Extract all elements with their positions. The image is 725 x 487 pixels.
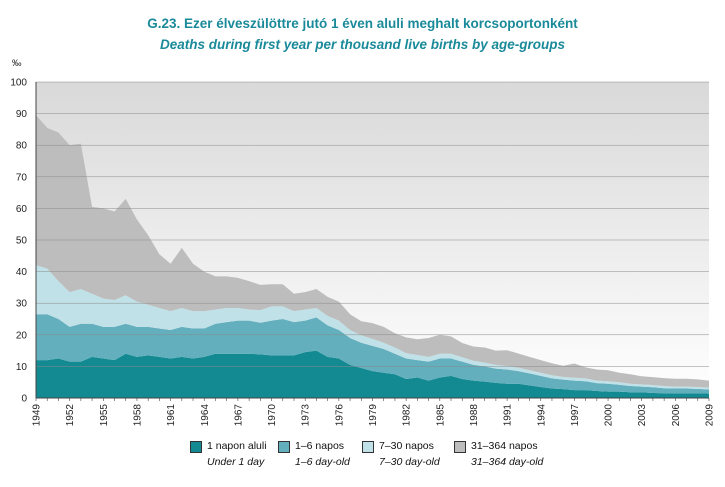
x-tick-label: 1961 — [166, 404, 177, 427]
y-tick-label: 0 — [21, 394, 27, 405]
x-tick-label: 1955 — [99, 404, 110, 427]
legend-swatch — [362, 441, 374, 453]
legend-label: 7–30 napos — [379, 440, 434, 452]
x-tick-label: 1982 — [402, 404, 413, 427]
x-tick-label: 1985 — [435, 404, 446, 427]
chart-subtitle: Deaths during first year per thousand li… — [159, 37, 566, 52]
legend-label: 1 napon aluli — [207, 440, 267, 452]
y-tick-label: 60 — [16, 204, 28, 215]
legend-swatch — [454, 441, 466, 453]
area-series-3 — [36, 115, 709, 388]
x-tick-label: 2003 — [637, 404, 648, 427]
y-tick-label: 40 — [16, 267, 28, 278]
x-tick-label: 1970 — [267, 404, 278, 427]
x-tick-label: 1979 — [368, 404, 379, 427]
x-tick-label: 1949 — [32, 404, 43, 427]
x-tick-label: 1997 — [570, 404, 581, 427]
area-series-0 — [36, 350, 709, 398]
legend-label-en: Under 1 day — [207, 456, 265, 468]
y-tick-label: 70 — [16, 172, 28, 183]
legend-label-en: 31–364 day-old — [471, 456, 544, 468]
y-tick-label: 100 — [10, 78, 27, 89]
x-tick-label: 1991 — [503, 404, 514, 427]
legend-label-en: 1–6 day-old — [295, 456, 350, 468]
chart-title: G.23. Ezer élveszülöttre jutó 1 éven alu… — [147, 16, 578, 31]
y-tick-label: 50 — [16, 236, 28, 247]
x-tick-label: 1988 — [469, 404, 480, 427]
x-tick-label: 2006 — [671, 404, 682, 427]
y-tick-label: 90 — [16, 109, 28, 120]
y-tick-label: 10 — [16, 362, 28, 373]
y-tick-label: 20 — [16, 330, 28, 341]
x-tick-label: 1952 — [65, 404, 76, 427]
x-tick-label: 1976 — [334, 404, 345, 427]
legend-label: 1–6 napos — [295, 440, 345, 452]
y-tick-label: 30 — [16, 299, 28, 310]
x-tick-label: 2009 — [705, 404, 716, 427]
x-tick-label: 1994 — [536, 404, 547, 427]
x-tick-label: 1967 — [233, 404, 244, 427]
legend-label-en: 7–30 day-old — [379, 456, 440, 468]
y-tick-label: 80 — [16, 141, 28, 152]
area-series-1 — [36, 314, 709, 394]
area-series-2 — [36, 265, 709, 390]
x-tick-label: 1973 — [301, 404, 312, 427]
x-tick-label: 2000 — [604, 404, 615, 427]
legend-swatch — [190, 441, 202, 453]
y-unit-label: ‰ — [12, 58, 22, 69]
x-tick-label: 1958 — [132, 404, 143, 427]
legend-label: 31–364 napos — [471, 440, 538, 452]
legend-swatch — [278, 441, 290, 453]
x-tick-label: 1964 — [200, 404, 211, 427]
